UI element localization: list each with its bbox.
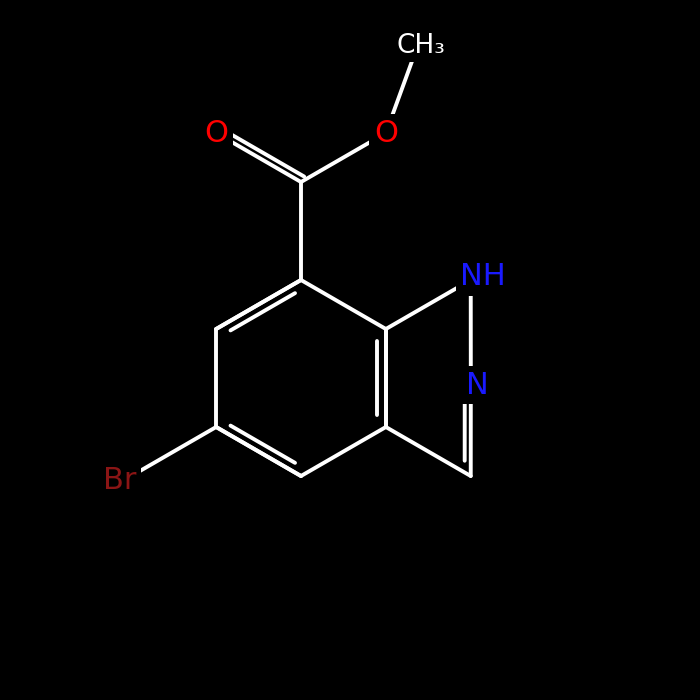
Text: NH: NH xyxy=(461,262,506,291)
Text: O: O xyxy=(204,118,228,148)
Text: Br: Br xyxy=(102,466,136,496)
Text: CH₃: CH₃ xyxy=(397,32,446,59)
Text: O: O xyxy=(374,118,398,148)
Text: N: N xyxy=(466,370,489,400)
